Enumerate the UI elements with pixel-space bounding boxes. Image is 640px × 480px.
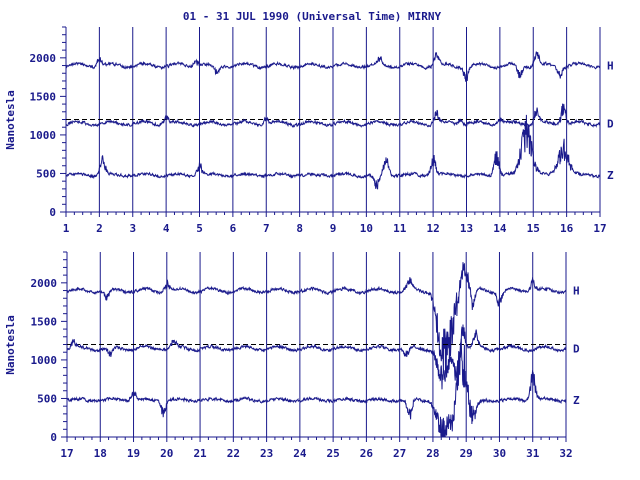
y-tick-label: 500	[36, 167, 56, 180]
x-tick-label: 26	[360, 447, 374, 460]
x-tick-label: 21	[193, 447, 207, 460]
x-tick-label: 6	[230, 222, 237, 235]
x-tick-label: 2	[96, 222, 103, 235]
series-Z-label: Z	[573, 394, 580, 407]
x-tick-label: 7	[263, 222, 270, 235]
y-axis-label: Nanotesla	[4, 315, 17, 375]
x-tick-label: 23	[260, 447, 273, 460]
series-H-trace	[66, 262, 567, 372]
series-Z-trace	[65, 114, 601, 190]
x-tick-label: 14	[493, 222, 507, 235]
y-tick-label: 1000	[31, 354, 58, 367]
x-tick-label: 17	[593, 222, 606, 235]
x-tick-label: 4	[163, 222, 170, 235]
x-tick-label: 13	[460, 222, 473, 235]
x-tick-label: 15	[527, 222, 540, 235]
x-tick-label: 1	[63, 222, 70, 235]
x-tick-label: 12	[427, 222, 440, 235]
x-tick-label: 29	[460, 447, 473, 460]
x-tick-label: 9	[330, 222, 337, 235]
x-tick-label: 27	[393, 447, 406, 460]
chart-title: 01 - 31 JUL 1990 (Universal Time) MIRNY	[183, 10, 442, 23]
y-tick-label: 0	[49, 206, 56, 219]
x-tick-label: 16	[560, 222, 574, 235]
x-tick-label: 28	[426, 447, 439, 460]
x-tick-label: 17	[60, 447, 73, 460]
series-D-trace	[65, 103, 601, 128]
x-tick-label: 25	[327, 447, 340, 460]
y-tick-label: 500	[37, 392, 57, 405]
y-tick-label: 1500	[30, 90, 57, 103]
x-tick-label: 31	[526, 447, 540, 460]
y-tick-label: 2000	[31, 277, 58, 290]
y-tick-label: 2000	[30, 52, 57, 65]
series-D-label: D	[573, 342, 580, 355]
panel-bottom: 0 500 1000 1500 2000 17 18 19 20 21 22 23 24 25 26 27 28…	[4, 251, 580, 460]
x-tick-label: 30	[493, 447, 506, 460]
y-axis-label: Nanotesla	[4, 90, 17, 150]
x-tick-label: 20	[160, 447, 173, 460]
x-tick-label: 10	[360, 222, 373, 235]
series-H-trace	[65, 51, 601, 82]
x-tick-label: 24	[293, 447, 307, 460]
series-D-label: D	[607, 117, 614, 130]
x-tick-label: 19	[127, 447, 140, 460]
series-Z-trace	[66, 338, 567, 438]
x-tick-label: 3	[129, 222, 136, 235]
x-tick-label: 5	[196, 222, 203, 235]
series-H-label: H	[607, 60, 614, 73]
x-tick-label: 22	[227, 447, 240, 460]
x-tick-label: 8	[296, 222, 303, 235]
series-D-trace	[66, 324, 567, 390]
series-Z-label: Z	[607, 169, 614, 182]
x-tick-label: 11	[393, 222, 407, 235]
x-tick-label: 32	[559, 447, 572, 460]
series-H-label: H	[573, 285, 580, 298]
y-tick-label: 1500	[31, 315, 58, 328]
y-tick-label: 0	[50, 431, 57, 444]
y-tick-label: 1000	[30, 129, 57, 142]
x-tick-label: 18	[94, 447, 107, 460]
